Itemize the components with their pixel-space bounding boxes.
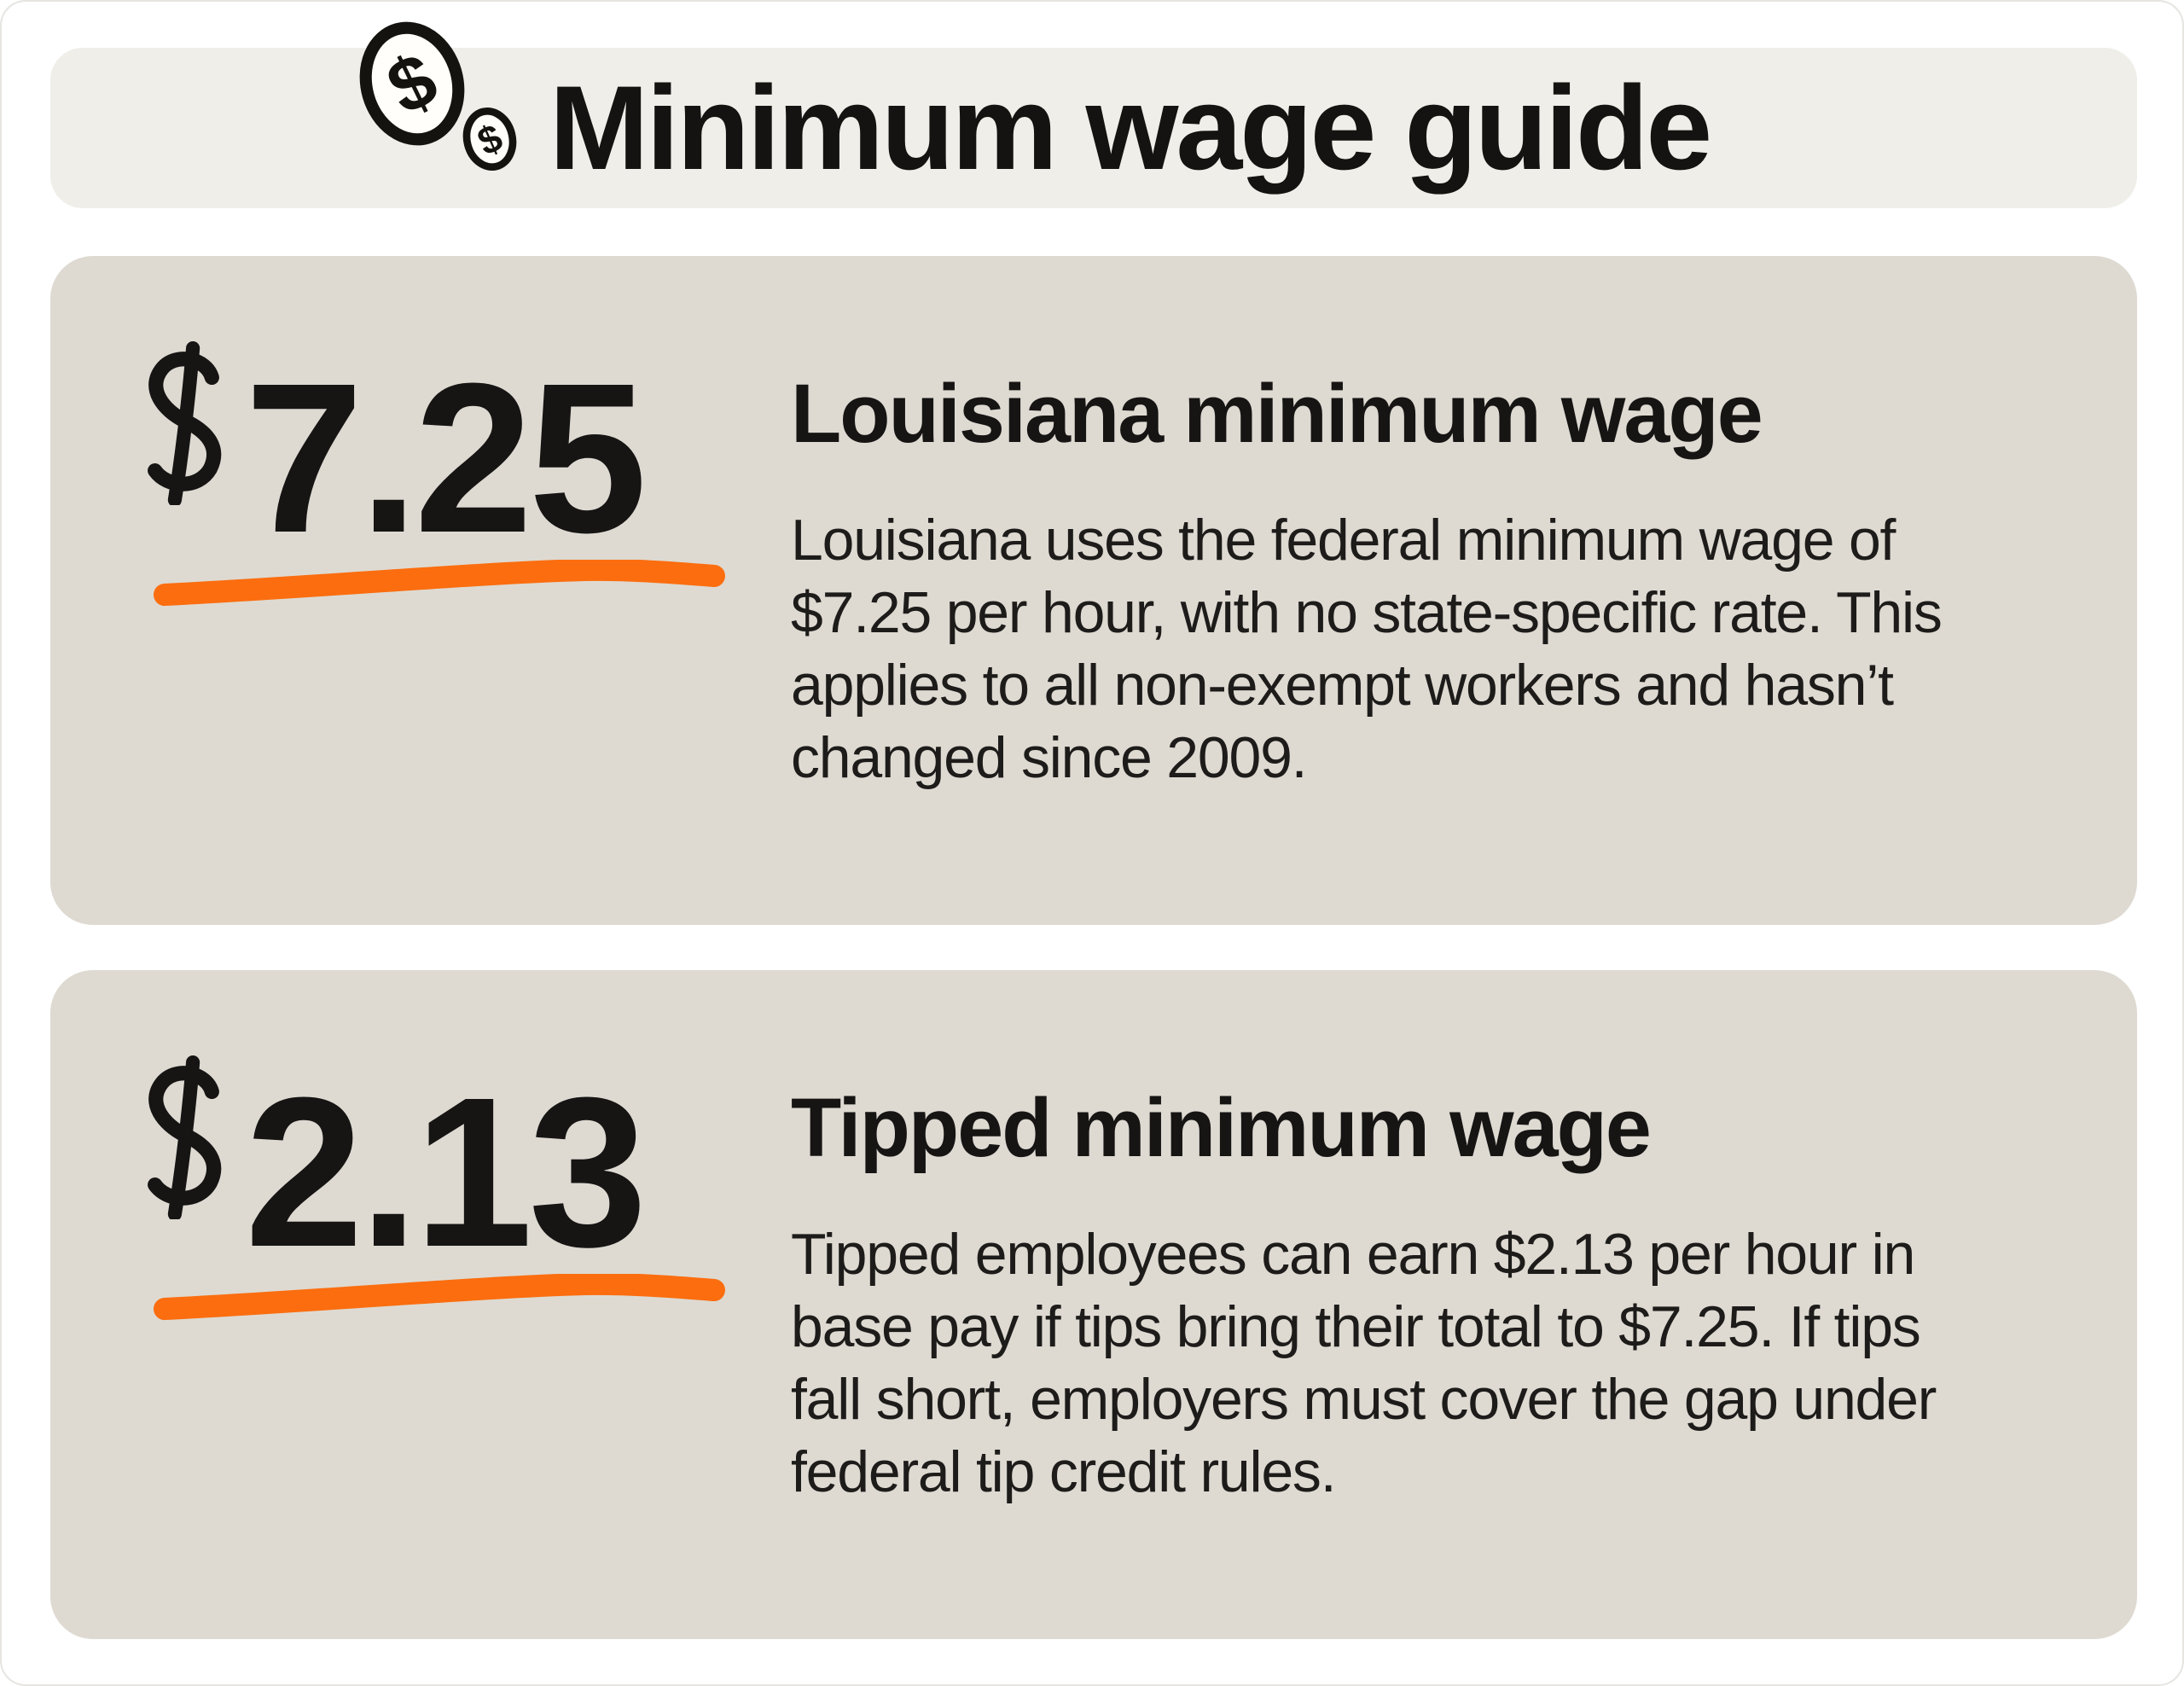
dollar-sign-icon: [148, 341, 222, 505]
card-tipped-minimum-wage: 2.13 Tipped minimum wage Tipped employee…: [50, 970, 2137, 1639]
body-line: base pay if tips bring their total to $7…: [791, 1294, 1921, 1359]
dollar-coin-large-icon: $: [359, 21, 465, 146]
body-line: $7.25 per hour, with no state-specific r…: [791, 580, 1943, 645]
body-line: changed since 2009.: [791, 725, 1308, 790]
body-line: Tipped employees can earn $2.13 per hour…: [791, 1222, 1915, 1287]
card-louisiana-minimum-wage: 7.25 Louisiana minimum wage Louisiana us…: [50, 256, 2137, 925]
body-line: applies to all non-exempt workers and ha…: [791, 653, 1894, 718]
body-line: Louisiana uses the federal minimum wage …: [791, 508, 1896, 573]
body-line: federal tip credit rules.: [791, 1439, 1337, 1504]
body-line: fall short, employers must cover the gap…: [791, 1367, 1937, 1432]
page-title: Minimum wage guide: [549, 61, 1712, 195]
amount-value: 2.13: [245, 1053, 648, 1291]
dollar-coin-small-icon: $: [462, 107, 517, 172]
dollar-sign-icon: [148, 1055, 222, 1219]
orange-underline: [154, 560, 725, 607]
orange-underline: [154, 1274, 725, 1321]
card-body: Louisiana uses the federal minimum wage …: [791, 504, 1943, 794]
card-heading: Louisiana minimum wage: [791, 367, 1763, 460]
amount-value: 7.25: [245, 339, 648, 577]
card-heading: Tipped minimum wage: [791, 1081, 1652, 1174]
card-body: Tipped employees can earn $2.13 per hour…: [791, 1218, 1937, 1509]
